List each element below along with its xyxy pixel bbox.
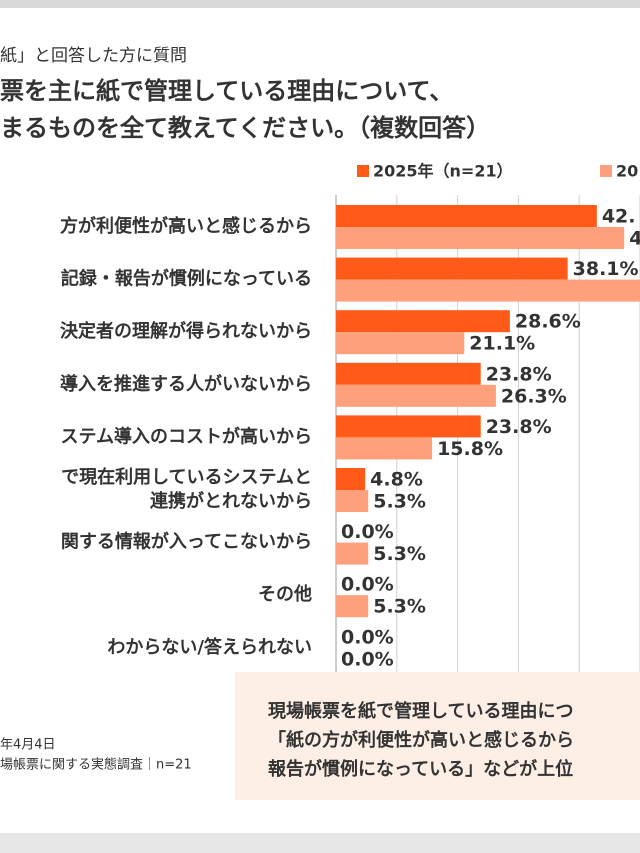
top-border <box>0 0 640 8</box>
value-label: 21.1% <box>469 333 535 355</box>
category-label: 記録・報告が慣例になっている <box>61 268 312 290</box>
title: まるものを全て教えてください。（複数回答） <box>0 114 490 142</box>
category-label: ステム導入のコストが高いから <box>61 425 312 447</box>
value-label: 38.1% <box>573 258 639 280</box>
value-label: 5.3% <box>373 596 426 618</box>
category-label: わからない/答えられない <box>107 636 312 658</box>
category-label: その他 <box>258 583 312 605</box>
callout-box <box>235 672 640 800</box>
value-label: 5.3% <box>373 491 426 513</box>
value-label: 23.8% <box>486 416 552 438</box>
category-label: 方が利便性が高いと感じるから <box>60 215 312 237</box>
bar <box>336 468 366 490</box>
value-label: 0.0% <box>341 626 394 648</box>
category-label: で現在利用しているシステムと連携がとれないから <box>61 466 312 512</box>
bar <box>336 332 465 355</box>
subtitle: 紙」と回答した方に質問 <box>0 46 187 66</box>
bar <box>336 279 640 302</box>
bottom-border <box>0 833 640 853</box>
value-label: 15.8% <box>437 438 503 460</box>
value-label: 28.6% <box>515 311 581 333</box>
value-label: 4.8% <box>370 469 423 491</box>
bar <box>336 310 510 333</box>
bar <box>336 384 496 407</box>
category-label: 導入を推進する人がいないから <box>60 373 312 395</box>
value-label: 0.0% <box>341 648 394 670</box>
bar <box>336 205 597 227</box>
callout-text: 「紙の方が利便性が高いと感じるから <box>268 729 574 751</box>
bar <box>336 595 369 618</box>
legend-label: 20 <box>616 162 638 181</box>
value-label: 42. <box>602 206 636 228</box>
title: 票を主に紙で管理している理由について、 <box>0 77 453 105</box>
legend-swatch <box>357 165 369 177</box>
value-label: 0.0% <box>341 574 394 596</box>
value-label: 23.8% <box>486 363 552 385</box>
value-label: 0.0% <box>341 521 394 543</box>
callout-text: 現場帳票を紙で管理している理由につ <box>268 700 573 722</box>
footer: 場帳票に関する実態調査｜n=21 <box>0 757 192 773</box>
footer: 年4月4日 <box>0 738 56 753</box>
category-label: 関する情報が入ってこないから <box>61 531 312 553</box>
bar <box>336 227 625 249</box>
bar <box>336 437 433 460</box>
bar <box>336 490 369 512</box>
legend-swatch <box>600 165 612 177</box>
value-label: 5.3% <box>373 543 426 565</box>
bar <box>336 362 481 385</box>
value-label: 26.3% <box>501 385 567 407</box>
callout-text: 報告が慣例になっている」などが上位 <box>268 758 573 780</box>
category-label: 決定者の理解が得られないから <box>60 320 312 342</box>
bar <box>336 542 369 565</box>
bar <box>336 257 568 280</box>
legend-label: 2025年（n=21） <box>373 162 513 181</box>
value-label: 4 <box>629 228 640 250</box>
bar <box>336 415 481 438</box>
